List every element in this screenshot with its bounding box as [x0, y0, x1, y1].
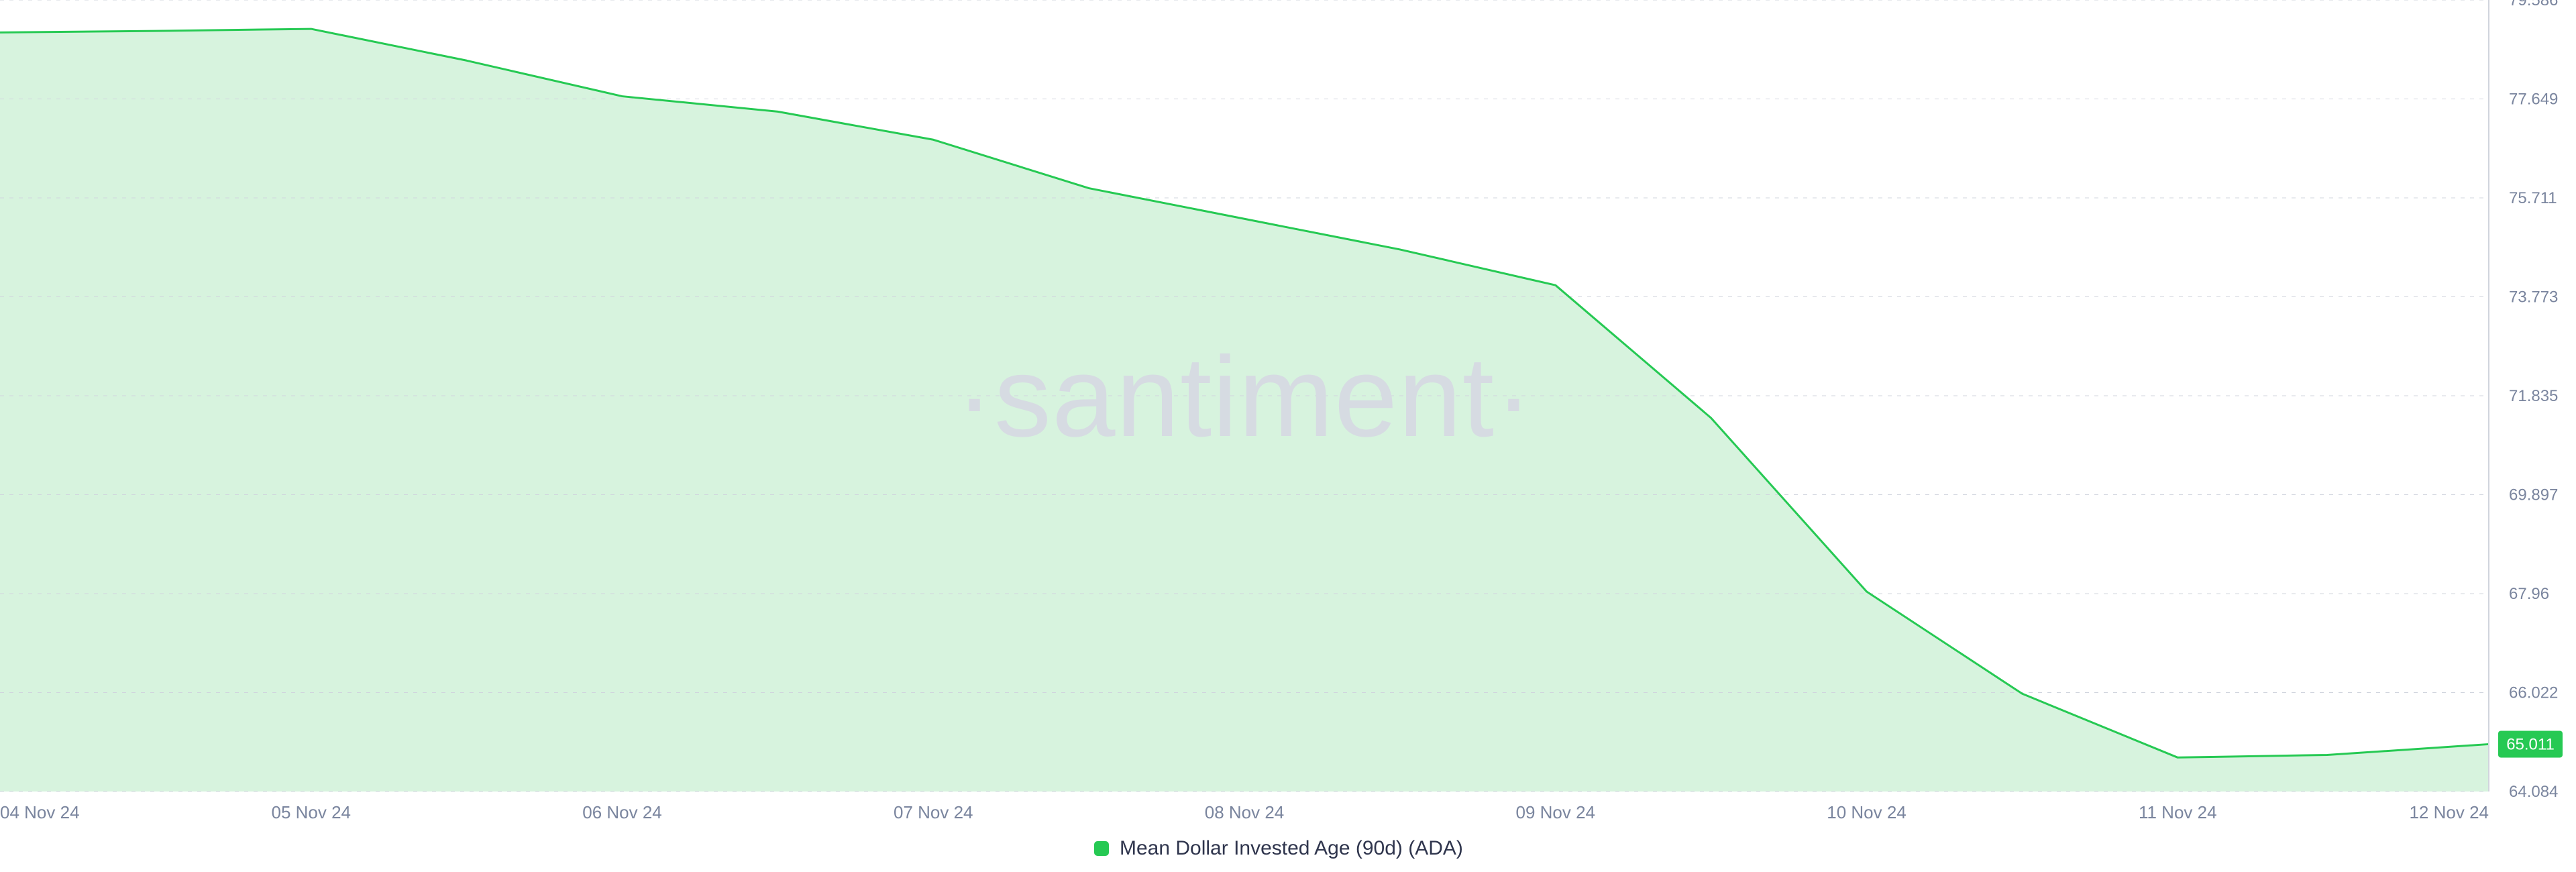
legend: Mean Dollar Invested Age (90d) (ADA) — [1094, 837, 1463, 859]
y-tick-label: 73.773 — [2509, 288, 2558, 306]
x-tick-label: 12 Nov 24 — [2409, 802, 2489, 822]
x-tick-label: 11 Nov 24 — [2139, 802, 2217, 822]
y-tick-label: 79.586 — [2509, 0, 2558, 9]
chart-svg: 79.586 77.649 75.711 73.773 71.835 69.897 67.9… — [0, 0, 2576, 872]
x-tick-label: 09 Nov 24 — [1515, 802, 1595, 822]
watermark: ·santiment· — [955, 333, 1533, 461]
current-value-label: 65.011 — [2506, 735, 2555, 753]
y-tick-label: 67.96 — [2509, 585, 2549, 603]
y-tick-label: 75.711 — [2509, 189, 2557, 207]
x-tick-label: 04 Nov 24 — [0, 802, 80, 822]
x-tick-label: 08 Nov 24 — [1205, 802, 1285, 822]
y-tick-label: 64.084 — [2509, 783, 2558, 801]
y-tick-label: 69.897 — [2509, 486, 2558, 504]
chart-container: 79.586 77.649 75.711 73.773 71.835 69.897 67.9… — [0, 0, 2576, 872]
legend-label: Mean Dollar Invested Age (90d) (ADA) — [1120, 837, 1463, 859]
x-tick-label: 10 Nov 24 — [1827, 802, 1907, 822]
x-tick-label: 07 Nov 24 — [894, 802, 973, 822]
legend-swatch — [1094, 841, 1109, 856]
y-tick-label: 66.022 — [2509, 684, 2558, 702]
x-tick-label: 05 Nov 24 — [271, 802, 351, 822]
x-tick-label: 06 Nov 24 — [582, 802, 662, 822]
y-tick-label: 77.649 — [2509, 90, 2558, 108]
y-tick-label: 71.835 — [2509, 387, 2558, 405]
